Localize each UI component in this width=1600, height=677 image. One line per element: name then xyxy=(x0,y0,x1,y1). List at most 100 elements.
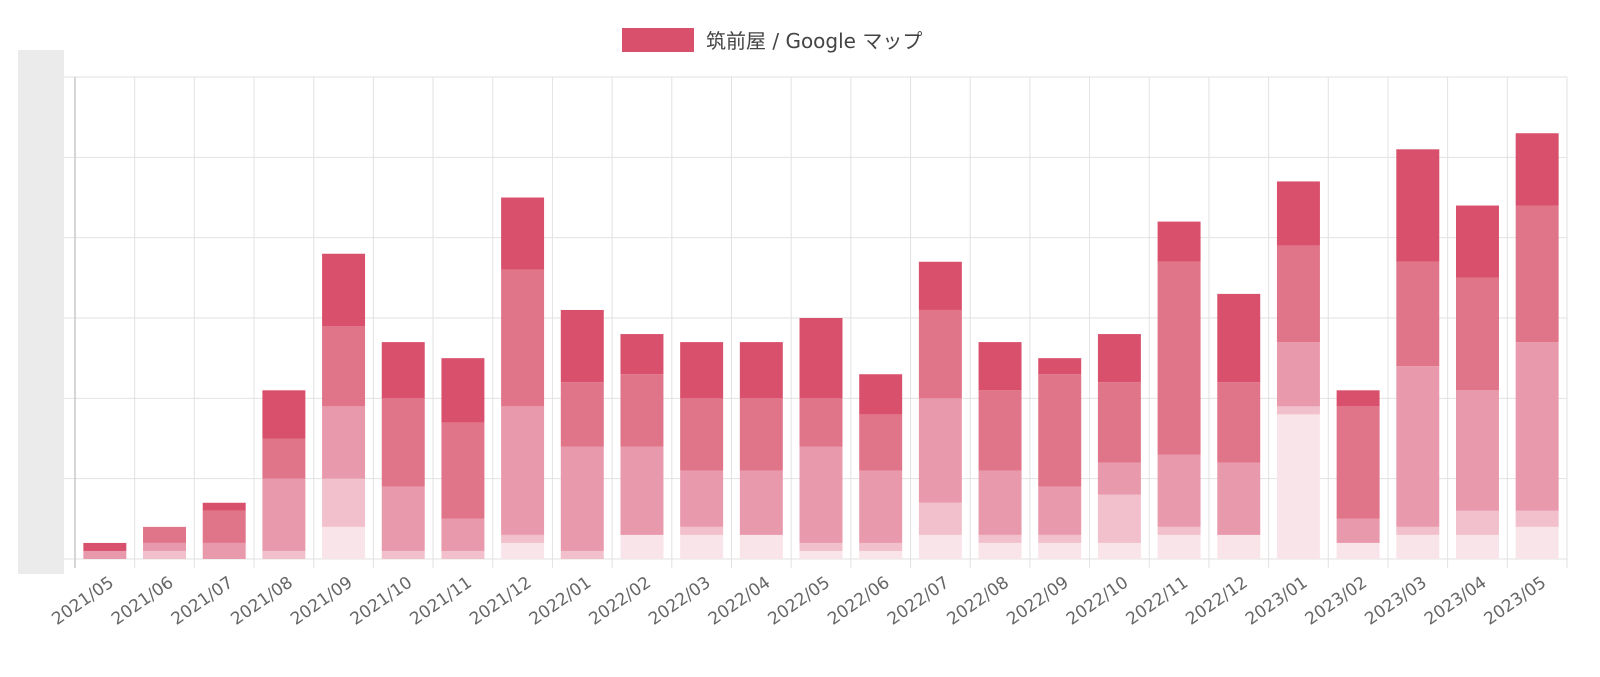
bar-segment[interactable] xyxy=(1336,406,1380,519)
bar-segment[interactable] xyxy=(620,534,664,559)
bar-segment[interactable] xyxy=(262,478,306,551)
bar-segment[interactable] xyxy=(143,526,187,543)
bar-segment[interactable] xyxy=(799,318,843,399)
bar-segment[interactable] xyxy=(799,398,843,447)
bar-segment[interactable] xyxy=(560,382,604,447)
bar-segment[interactable] xyxy=(1515,526,1559,559)
bar-segment[interactable] xyxy=(1396,366,1440,527)
bar-segment[interactable] xyxy=(1515,133,1559,206)
bar-segment[interactable] xyxy=(1097,334,1141,383)
bar-segment[interactable] xyxy=(739,534,783,559)
bar-segment[interactable] xyxy=(83,542,127,551)
bar-segment[interactable] xyxy=(978,534,1022,543)
bar-segment[interactable] xyxy=(1217,462,1261,535)
bar-segment[interactable] xyxy=(1396,526,1440,535)
bar-segment[interactable] xyxy=(1276,181,1320,246)
bar-segment[interactable] xyxy=(501,269,545,407)
bar-segment[interactable] xyxy=(918,309,962,399)
bar-segment[interactable] xyxy=(262,438,306,479)
bar-segment[interactable] xyxy=(1276,342,1320,407)
bar-segment[interactable] xyxy=(739,470,783,535)
bar-segment[interactable] xyxy=(1336,390,1380,407)
bar-segment[interactable] xyxy=(322,406,366,479)
bar-segment[interactable] xyxy=(1097,542,1141,559)
bar-segment[interactable] xyxy=(859,414,903,471)
bar-segment[interactable] xyxy=(799,542,843,551)
bar-segment[interactable] xyxy=(918,261,962,310)
bar-segment[interactable] xyxy=(1157,526,1201,535)
bar-segment[interactable] xyxy=(560,446,604,551)
bar-segment[interactable] xyxy=(441,550,485,559)
bar-segment[interactable] xyxy=(381,550,425,559)
bar-segment[interactable] xyxy=(441,358,485,423)
bar-segment[interactable] xyxy=(1217,534,1261,559)
bar-segment[interactable] xyxy=(859,550,903,559)
bar-segment[interactable] xyxy=(680,534,724,559)
bar-segment[interactable] xyxy=(322,478,366,527)
bar-segment[interactable] xyxy=(1276,414,1320,559)
bar-segment[interactable] xyxy=(1038,358,1082,375)
bar-segment[interactable] xyxy=(978,542,1022,559)
bar-segment[interactable] xyxy=(1276,245,1320,343)
bar-segment[interactable] xyxy=(620,446,664,535)
bar-segment[interactable] xyxy=(1396,149,1440,262)
bar-segment[interactable] xyxy=(1276,406,1320,415)
bar-segment[interactable] xyxy=(918,398,962,503)
bar-segment[interactable] xyxy=(620,374,664,447)
bar-segment[interactable] xyxy=(501,534,545,543)
bar-segment[interactable] xyxy=(1038,534,1082,543)
bar-segment[interactable] xyxy=(501,542,545,559)
bar-segment[interactable] xyxy=(501,197,545,270)
bar-segment[interactable] xyxy=(560,309,604,383)
bar-segment[interactable] xyxy=(1217,293,1261,383)
bar-segment[interactable] xyxy=(1515,510,1559,527)
bar-segment[interactable] xyxy=(1038,374,1082,487)
bar-segment[interactable] xyxy=(799,446,843,543)
bar-segment[interactable] xyxy=(441,422,485,519)
bar-segment[interactable] xyxy=(1515,342,1559,511)
bar-segment[interactable] xyxy=(1515,205,1559,343)
bar-segment[interactable] xyxy=(1455,510,1499,535)
bar-segment[interactable] xyxy=(143,542,187,551)
bar-segment[interactable] xyxy=(202,510,246,543)
bar-segment[interactable] xyxy=(202,542,246,559)
bar-segment[interactable] xyxy=(381,342,425,399)
bar-segment[interactable] xyxy=(560,550,604,559)
bar-segment[interactable] xyxy=(1455,277,1499,391)
bar-segment[interactable] xyxy=(1157,454,1201,527)
bar-segment[interactable] xyxy=(381,486,425,551)
bar-segment[interactable] xyxy=(143,550,187,559)
bar-segment[interactable] xyxy=(381,398,425,487)
bar-segment[interactable] xyxy=(322,253,366,327)
bar-segment[interactable] xyxy=(1157,221,1201,262)
bar-segment[interactable] xyxy=(1455,534,1499,559)
bar-segment[interactable] xyxy=(1097,382,1141,463)
bar-segment[interactable] xyxy=(1396,261,1440,367)
bar-segment[interactable] xyxy=(322,326,366,407)
bar-segment[interactable] xyxy=(918,534,962,559)
bar-segment[interactable] xyxy=(322,526,366,559)
bar-segment[interactable] xyxy=(1336,518,1380,543)
bar-segment[interactable] xyxy=(859,542,903,551)
bar-segment[interactable] xyxy=(680,526,724,535)
bar-segment[interactable] xyxy=(1157,261,1201,455)
bar-segment[interactable] xyxy=(859,374,903,415)
bar-segment[interactable] xyxy=(501,406,545,535)
bar-segment[interactable] xyxy=(918,502,962,535)
bar-segment[interactable] xyxy=(799,550,843,559)
bar-segment[interactable] xyxy=(441,518,485,551)
bar-segment[interactable] xyxy=(680,470,724,527)
legend[interactable]: 筑前屋 / Google マップ xyxy=(622,28,922,53)
bar-segment[interactable] xyxy=(202,502,246,511)
bar-segment[interactable] xyxy=(1097,462,1141,495)
bar-segment[interactable] xyxy=(1157,534,1201,559)
bar-segment[interactable] xyxy=(978,342,1022,391)
bar-segment[interactable] xyxy=(1455,390,1499,511)
bar-segment[interactable] xyxy=(1097,494,1141,543)
bar-segment[interactable] xyxy=(978,390,1022,471)
bar-segment[interactable] xyxy=(859,470,903,543)
bar-segment[interactable] xyxy=(1038,486,1082,535)
bar-segment[interactable] xyxy=(978,470,1022,535)
bar-segment[interactable] xyxy=(262,550,306,559)
bar-segment[interactable] xyxy=(680,398,724,471)
